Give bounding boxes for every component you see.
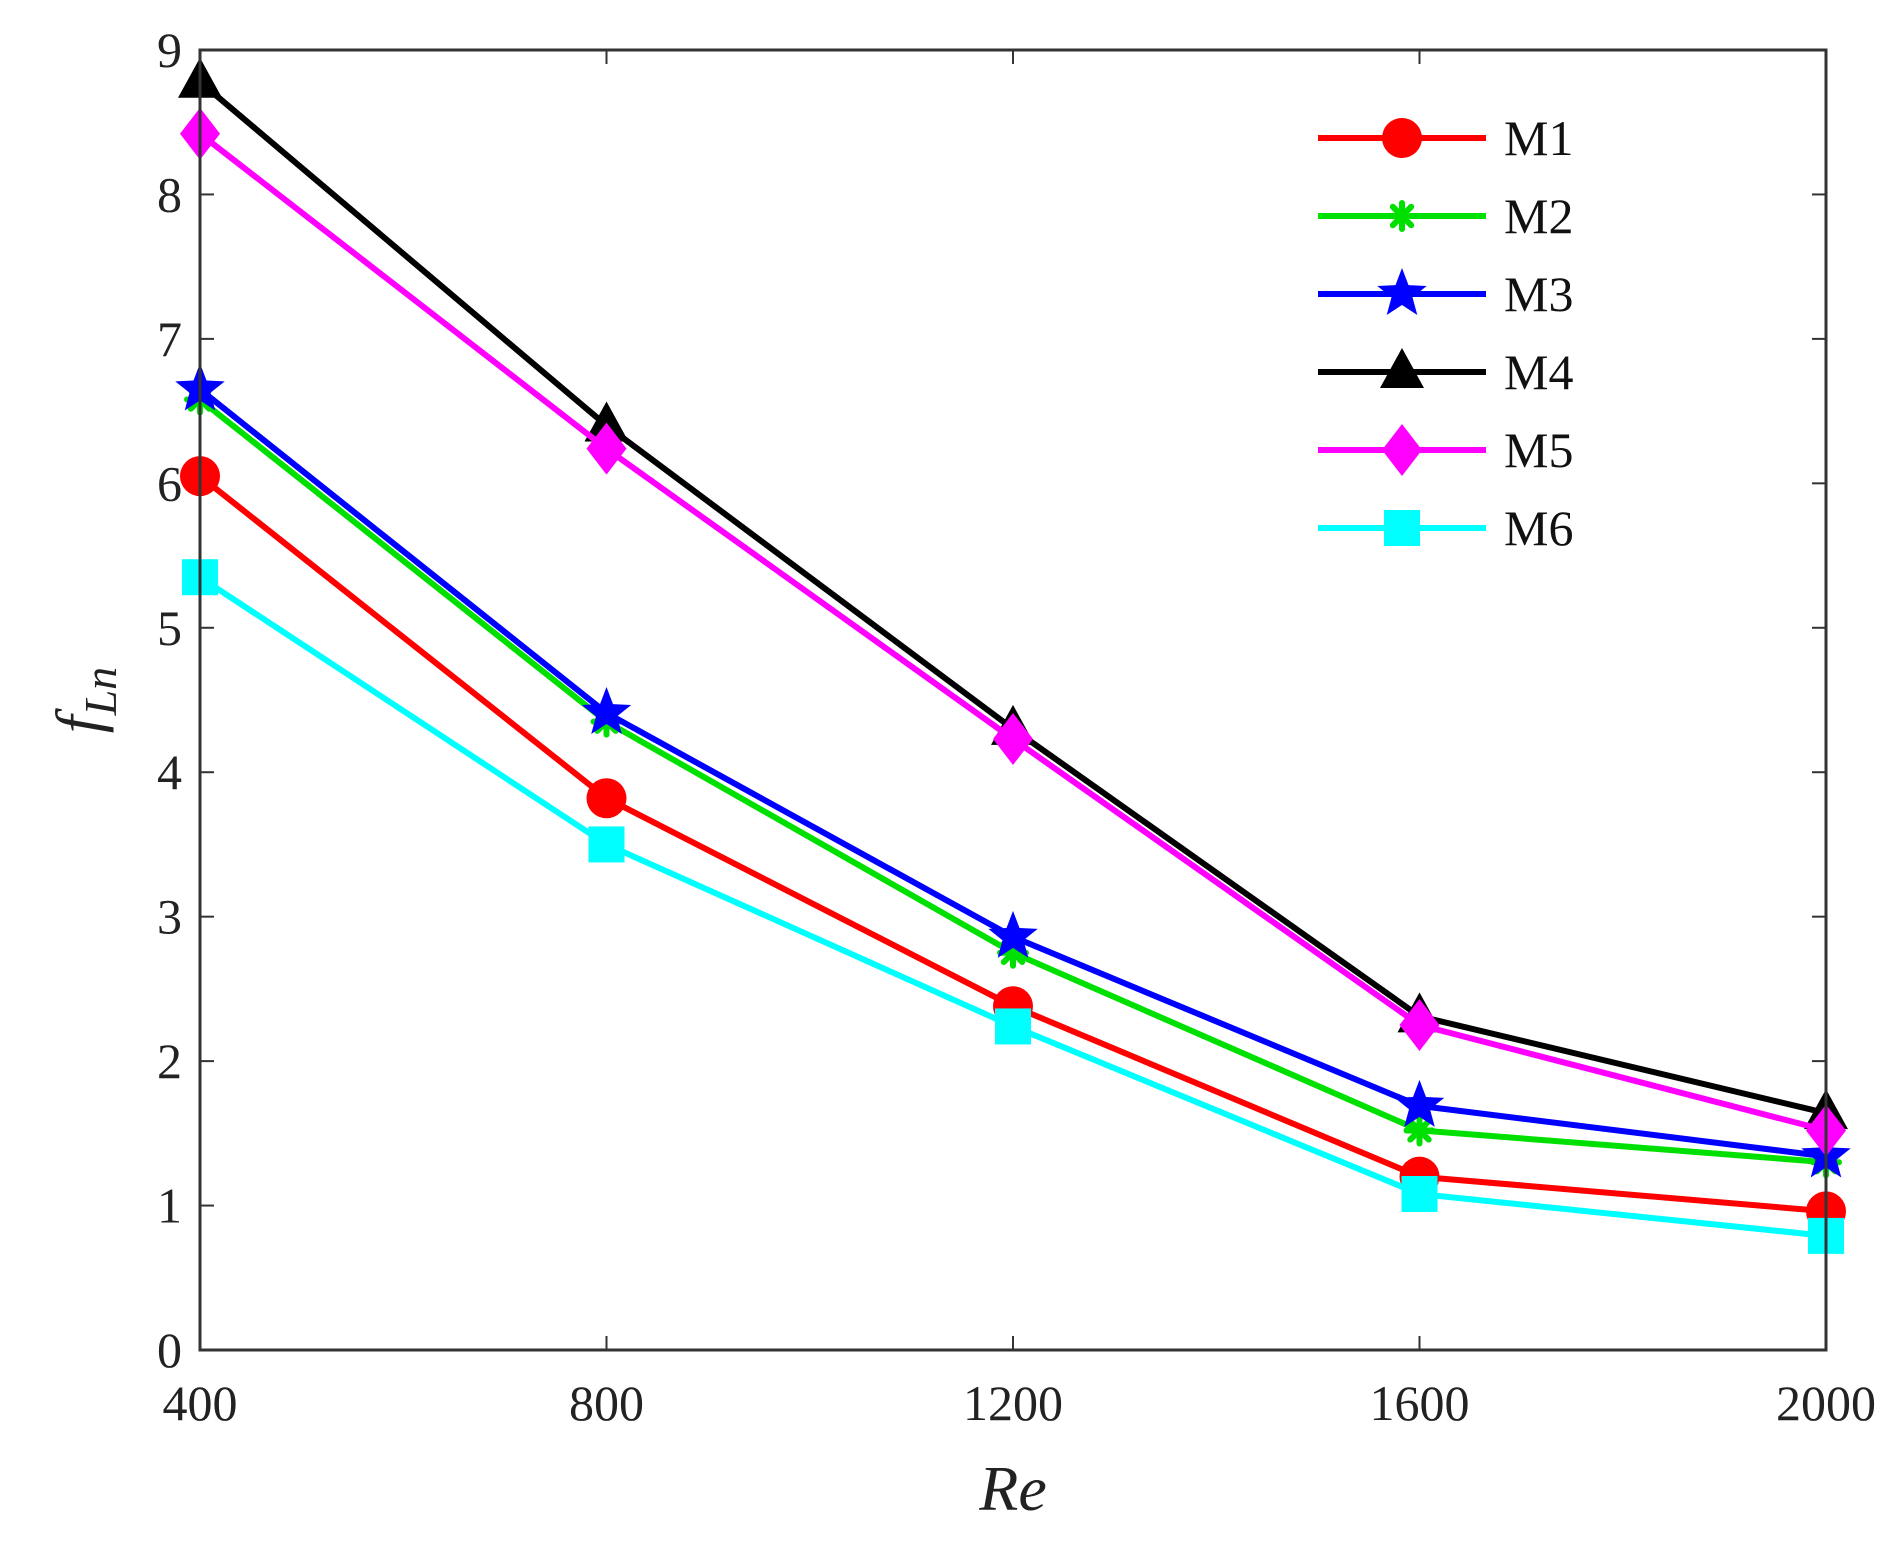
asterisk-stroke	[1389, 203, 1415, 229]
x-tick-label: 1200	[963, 1375, 1063, 1431]
legend-marker	[1377, 268, 1427, 315]
legend-item-m6: M6	[1318, 500, 1573, 556]
y-axis-title: fLn	[43, 667, 126, 733]
data-point-m2	[1403, 1114, 1436, 1147]
legend-marker	[1386, 200, 1418, 232]
legend-item-m5: M5	[1318, 422, 1573, 478]
data-point-m6	[995, 1008, 1031, 1045]
y-tick-label: 8	[157, 166, 182, 222]
y-axis-title-sub: Ln	[75, 667, 126, 717]
y-tick-label: 1	[157, 1178, 182, 1234]
legend-label: M4	[1504, 344, 1573, 400]
y-tick-label: 4	[157, 744, 182, 800]
legend-label: M5	[1504, 422, 1573, 478]
y-tick-label: 2	[157, 1033, 182, 1089]
y-tick-label: 6	[157, 455, 182, 511]
legend-marker	[1382, 118, 1422, 158]
x-tick-label: 2000	[1776, 1375, 1876, 1431]
legend-label: M2	[1504, 188, 1573, 244]
data-point-m5	[1399, 999, 1440, 1051]
data-point-m6	[588, 826, 625, 863]
x-tick-label: 400	[163, 1375, 238, 1431]
data-point-m6	[1401, 1176, 1438, 1212]
series-m6	[182, 559, 1844, 1254]
y-tick-label: 5	[157, 600, 182, 656]
legend-item-m4: M4	[1318, 344, 1573, 400]
y-tick-label: 3	[157, 889, 182, 945]
y-tick-label: 7	[157, 311, 182, 367]
legend-marker	[1380, 348, 1424, 388]
legend-item-m1: M1	[1318, 110, 1573, 166]
plot-area	[200, 50, 1826, 1350]
plot-frame	[198, 48, 1828, 1352]
legend: M1 M2 M3 M4 M5 M6	[1318, 110, 1573, 556]
legend-marker	[1382, 424, 1422, 476]
asterisk-stroke	[1407, 1118, 1432, 1143]
data-point-m5	[586, 422, 627, 475]
legend-label: M6	[1504, 500, 1573, 556]
legend-marker	[1384, 510, 1420, 546]
legend-item-m2: M2	[1318, 188, 1573, 244]
y-tick-label: 9	[157, 22, 182, 78]
x-axis-ticks: 400 800 1200 1600 2000	[163, 50, 1876, 1431]
data-point-m5	[993, 713, 1033, 765]
svg-text:fLn: fLn	[43, 667, 126, 733]
data-point-m1	[586, 778, 627, 819]
legend-label: M3	[1504, 266, 1573, 322]
legend-item-m3: M3	[1318, 266, 1573, 322]
y-tick-label: 0	[157, 1322, 182, 1378]
data-point-m3	[1394, 1079, 1445, 1127]
x-axis-title: Re	[978, 1453, 1047, 1524]
series-m5	[180, 107, 1846, 1157]
x-tick-label: 1600	[1370, 1375, 1470, 1431]
legend-label: M1	[1504, 110, 1573, 166]
y-axis-ticks: 0 1 2 3 4 5 6 7 8 9	[157, 22, 1826, 1378]
data-point-m3	[581, 687, 632, 734]
data-point-m4	[584, 401, 629, 442]
data-point-m3	[988, 910, 1038, 958]
x-tick-label: 800	[569, 1375, 644, 1431]
series-layer	[175, 57, 1851, 1254]
